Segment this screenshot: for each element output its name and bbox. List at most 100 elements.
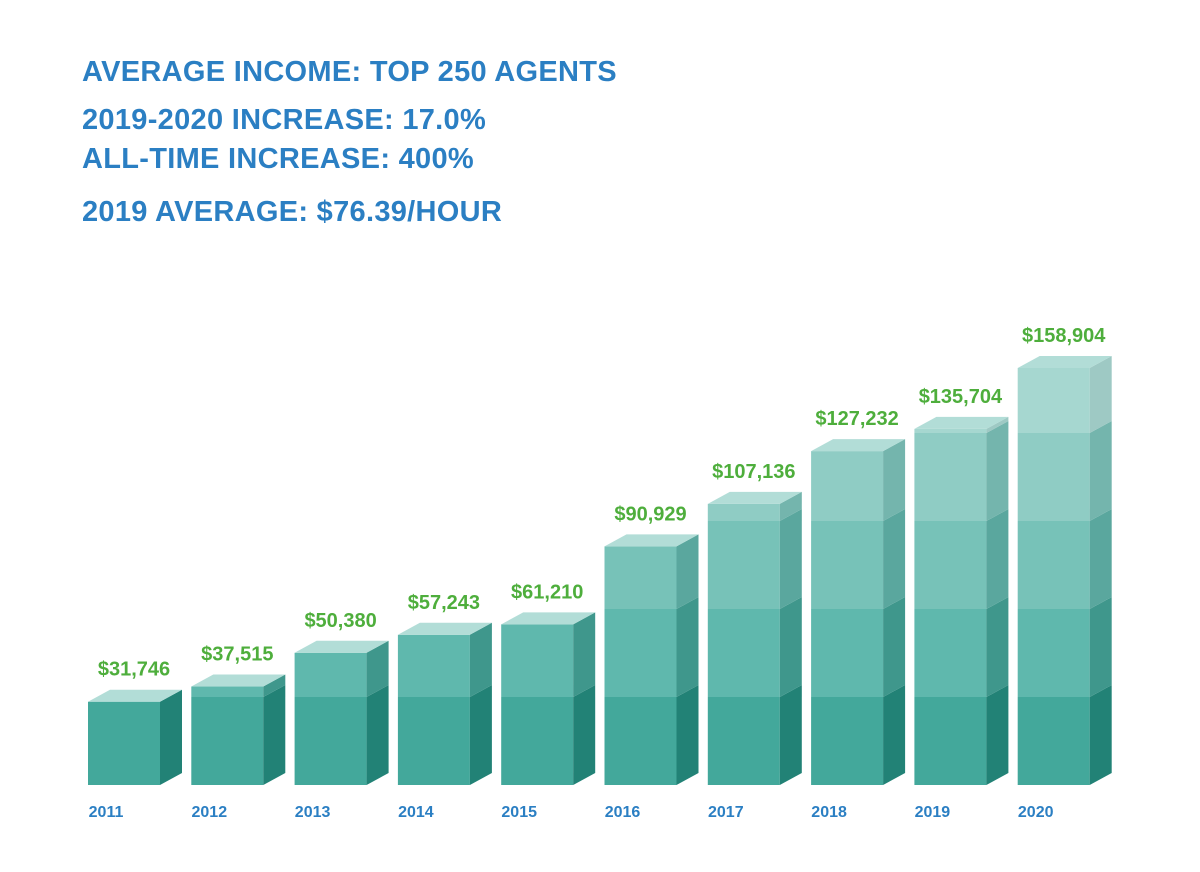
- x-tick-label: 2014: [398, 804, 434, 821]
- bar-2020: [1017, 356, 1112, 785]
- bar-side-segment: [469, 685, 492, 785]
- bar-2018: [811, 439, 906, 785]
- all-time-increase-text: ALL-TIME INCREASE: 400%: [82, 143, 474, 175]
- chart-title: AVERAGE INCOME: TOP 250 AGENTS: [82, 56, 617, 88]
- x-tick-label: 2017: [708, 804, 744, 821]
- bar-side-segment: [883, 509, 906, 609]
- bar-side-segment: [986, 685, 1009, 785]
- bar-2013: [294, 640, 389, 785]
- bar-top-face: [707, 491, 802, 504]
- data-label: $61,210: [511, 581, 583, 603]
- bar-front-segment: [914, 697, 987, 785]
- bar-2016: [604, 534, 699, 785]
- bar-top-face: [397, 622, 492, 635]
- bar-side-segment: [1089, 597, 1112, 697]
- data-label: $90,929: [614, 503, 686, 525]
- bar-front-segment: [1017, 697, 1090, 785]
- bar-front-segment: [88, 701, 160, 785]
- bar-front-segment: [501, 624, 574, 697]
- bar-front-segment: [707, 697, 780, 785]
- bar-side-segment: [986, 416, 1009, 433]
- bar-front-segment: [707, 609, 780, 697]
- bar-front-segment: [811, 609, 884, 697]
- bar-side-segment: [676, 534, 699, 609]
- bar-side-segment: [1089, 509, 1112, 609]
- bar-front-segment: [914, 433, 987, 521]
- bar-front-segment: [707, 521, 780, 609]
- bar-top-face: [88, 689, 182, 702]
- bar-side-segment: [779, 597, 802, 697]
- data-label: $37,515: [201, 644, 273, 666]
- bar-top-face: [604, 534, 699, 547]
- bar-top-face: [501, 612, 596, 625]
- bar-front-segment: [397, 697, 470, 785]
- bar-2019: [914, 416, 1009, 785]
- x-tick-label: 2019: [915, 804, 951, 821]
- bar-side-segment: [986, 597, 1009, 697]
- bar-side-segment: [573, 685, 596, 785]
- bar-front-segment: [604, 697, 677, 785]
- bar-side-segment: [779, 509, 802, 609]
- data-label: $135,704: [919, 386, 1003, 408]
- data-label: $127,232: [815, 408, 898, 430]
- bar-side-segment: [676, 685, 699, 785]
- bar-side-segment: [366, 685, 389, 785]
- bar-side-segment: [366, 640, 389, 697]
- bar-2011: [88, 689, 182, 785]
- bar-front-segment: [294, 697, 367, 785]
- bar-front-segment: [191, 686, 264, 697]
- bar-2012: [191, 674, 286, 785]
- bar-front-segment: [707, 503, 780, 521]
- bar-side-segment: [1089, 356, 1112, 433]
- bar-top-face: [1017, 356, 1112, 368]
- x-tick-label: 2020: [1018, 804, 1054, 821]
- x-tick-label: 2011: [89, 804, 124, 821]
- data-label: $57,243: [408, 592, 480, 614]
- hourly-average-text: 2019 AVERAGE: $76.39/HOUR: [82, 196, 503, 228]
- x-tick-label: 2015: [501, 804, 537, 821]
- data-label: $50,380: [304, 610, 376, 632]
- bar-side-segment: [1089, 685, 1112, 785]
- bar-front-segment: [811, 521, 884, 609]
- x-tick-label: 2018: [811, 804, 847, 821]
- bar-front-segment: [1017, 521, 1090, 609]
- bar-2014: [397, 622, 492, 785]
- bar-2017: [707, 491, 802, 785]
- bar-front-segment: [397, 634, 470, 697]
- bar-front-segment: [1017, 609, 1090, 697]
- x-tick-label: 2013: [295, 804, 331, 821]
- bar-side-segment: [1089, 421, 1112, 521]
- bar-side-segment: [573, 612, 596, 697]
- bar-side-segment: [883, 685, 906, 785]
- bar-side-segment: [676, 597, 699, 697]
- data-label: $31,746: [98, 659, 170, 681]
- bar-side-segment: [986, 509, 1009, 609]
- bar-side-segment: [263, 674, 286, 697]
- bar-side-segment: [160, 689, 182, 785]
- bar-front-segment: [501, 697, 574, 785]
- bar-front-segment: [604, 609, 677, 697]
- x-tick-label: 2016: [605, 804, 641, 821]
- bar-side-segment: [986, 421, 1009, 521]
- bar-side-segment: [779, 685, 802, 785]
- bar-side-segment: [883, 597, 906, 697]
- bar-front-segment: [191, 697, 264, 785]
- bar-top-face: [811, 439, 906, 452]
- bar-top-face: [294, 640, 389, 653]
- bar-side-segment: [779, 491, 802, 521]
- bar-side-segment: [469, 622, 492, 697]
- bar-2015: [501, 612, 596, 785]
- bar-side-segment: [263, 685, 286, 785]
- bar-front-segment: [604, 546, 677, 609]
- bar-front-segment: [914, 609, 987, 697]
- data-label: $158,904: [1022, 325, 1106, 347]
- yearly-increase-text: 2019-2020 INCREASE: 17.0%: [82, 104, 487, 136]
- bar-front-segment: [1017, 433, 1090, 521]
- bar-top-face: [191, 674, 286, 687]
- bar-front-segment: [1017, 368, 1090, 433]
- bar-front-segment: [294, 652, 367, 697]
- bar-top-face: [914, 416, 1009, 429]
- bar-front-segment: [914, 521, 987, 609]
- x-tick-label: 2012: [192, 804, 228, 821]
